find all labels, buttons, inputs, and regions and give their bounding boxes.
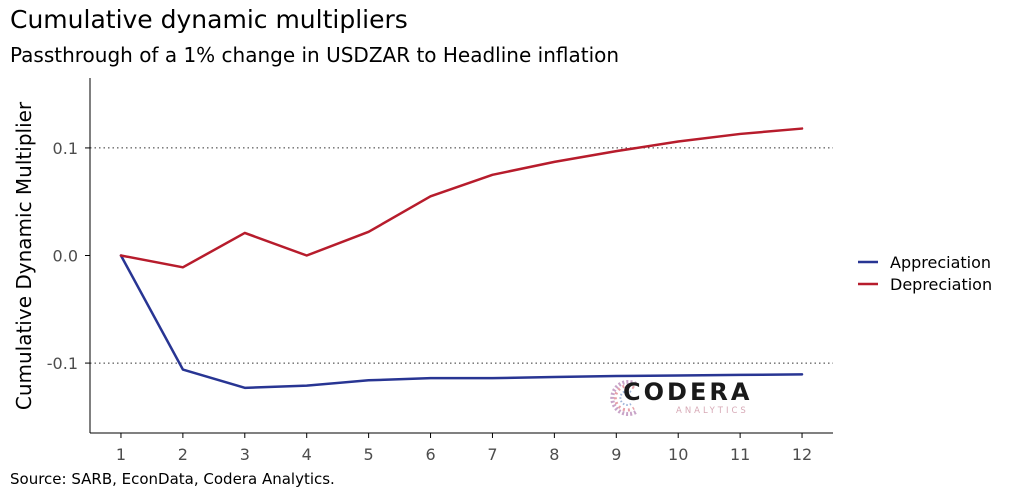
series-line-appreciation (119, 254, 804, 390)
x-tick-label: 7 (487, 445, 497, 464)
chart-title: Cumulative dynamic multipliers (10, 5, 408, 34)
x-tick-label: 6 (425, 445, 435, 464)
x-tick-label: 11 (730, 445, 750, 464)
codera-logo: CODERA ANALYTICS (606, 376, 766, 422)
source-note: Source: SARB, EconData, Codera Analytics… (10, 470, 335, 488)
x-tick-label: 1 (116, 445, 126, 464)
legend-label-depreciation: Depreciation (890, 275, 992, 294)
y-axis-label: Cumulative Dynamic Multiplier (12, 101, 36, 410)
y-tick-label: 0.0 (53, 247, 78, 266)
x-tick-label: 4 (302, 445, 312, 464)
gridlines (90, 147, 833, 364)
y-tick-label: 0.1 (53, 139, 78, 158)
x-tick-label: 3 (240, 445, 250, 464)
codera-logo-mark-icon (610, 380, 637, 416)
y-tick-label: -0.1 (47, 354, 78, 373)
series-lines (119, 127, 804, 390)
series-line-depreciation (119, 127, 804, 269)
x-tick-label: 10 (668, 445, 688, 464)
legend: Appreciation Depreciation (858, 253, 992, 294)
x-tick-label: 12 (792, 445, 812, 464)
logo-tagline: ANALYTICS (676, 406, 749, 416)
axis-ticks: 1 2 3 4 5 6 7 8 9 10 11 120.10.0-0.1 (47, 139, 812, 464)
logo-name: CODERA (623, 378, 753, 406)
x-tick-label: 9 (611, 445, 621, 464)
x-tick-label: 2 (178, 445, 188, 464)
x-tick-label: 5 (364, 445, 374, 464)
legend-label-appreciation: Appreciation (890, 253, 991, 272)
x-tick-label: 8 (549, 445, 559, 464)
chart-subtitle: Passthrough of a 1% change in USDZAR to … (10, 43, 620, 67)
